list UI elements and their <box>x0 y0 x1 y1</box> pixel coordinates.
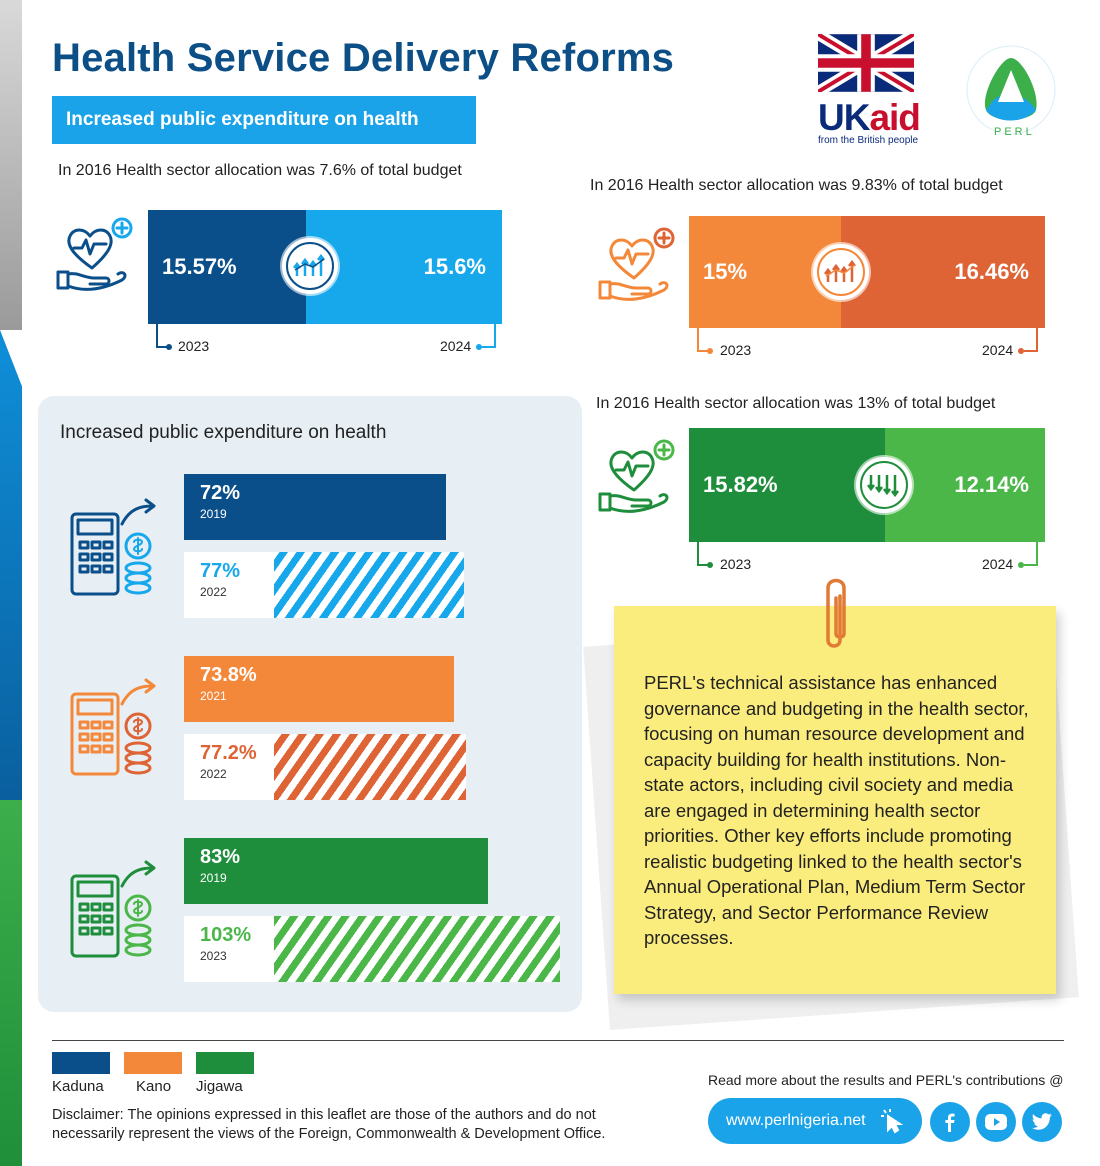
kaduna-first-bar: 72% 2019 <box>184 474 446 540</box>
legend-item-jigawa: Jigawa <box>196 1052 254 1095</box>
kaduna-2023-value: 15.57% <box>148 210 306 324</box>
union-flag-icon <box>815 29 917 97</box>
trend-up-icon <box>824 260 856 282</box>
read-more-text: Read more about the results and PERL's c… <box>708 1072 1064 1088</box>
paperclip-icon <box>818 576 852 661</box>
jigawa-trend-badge <box>856 457 912 513</box>
jigawa-first-value: 83% <box>200 846 241 868</box>
kaduna-second-year: 2022 <box>200 585 227 599</box>
jigawa-health-icon <box>594 430 680 521</box>
legend-item-kano: Kano <box>124 1052 182 1095</box>
kano-budget-icon <box>58 676 168 791</box>
jigawa-2023-value: 15.82% <box>689 428 885 542</box>
jigawa-second-value: 103% <box>200 924 252 946</box>
kaduna-health-icon <box>52 208 138 299</box>
kaduna-year-left: 2023 <box>178 338 210 354</box>
jigawa-first-year: 2019 <box>200 871 227 885</box>
expenditure-panel-title: Increased public expenditure on health <box>60 422 387 443</box>
kaduna-year-right: 2024 <box>440 338 472 354</box>
jigawa-second-year: 2023 <box>200 949 227 963</box>
kaduna-second-value: 77% <box>200 560 241 582</box>
facebook-icon[interactable] <box>930 1102 970 1142</box>
kaduna-first-value: 72% <box>200 482 241 504</box>
trend-up-icon <box>293 254 325 276</box>
kaduna-trend-badge <box>282 238 338 294</box>
kano-year-left: 2023 <box>720 342 752 358</box>
legend: Kaduna Kano Jigawa <box>52 1052 254 1095</box>
kaduna-allocation-caption: In 2016 Health sector allocation was 7.6… <box>58 162 462 179</box>
kano-first-value: 73.8% <box>200 664 257 686</box>
perl-triangle-icon <box>966 45 1056 135</box>
kano-health-icon <box>594 218 680 309</box>
website-link[interactable]: www.perlnigeria.net <box>708 1098 922 1144</box>
section-subtitle: Increased public expenditure on health <box>52 96 476 144</box>
kano-second-bar: 77.2% 2022 <box>184 734 466 800</box>
jigawa-budget-icon <box>58 858 168 973</box>
kano-trend-badge <box>813 244 869 300</box>
footer-divider <box>52 1040 1064 1041</box>
kano-second-value: 77.2% <box>200 742 257 764</box>
legend-item-kaduna: Kaduna <box>52 1052 110 1095</box>
jigawa-year-right: 2024 <box>982 556 1014 572</box>
ukaid-tagline: from the British people <box>818 135 919 146</box>
kano-allocation-bar: 15% 16.46% <box>689 216 1045 328</box>
perl-logo: PERL <box>952 40 1070 144</box>
jigawa-second-bar: 103% 2023 <box>184 916 560 982</box>
cursor-click-icon <box>880 1109 903 1134</box>
kaduna-2024-value: 15.6% <box>306 210 502 324</box>
sticky-note <box>614 606 1056 994</box>
kano-year-right: 2024 <box>982 342 1014 358</box>
kano-first-year: 2021 <box>200 689 227 703</box>
kaduna-second-bar: 77% 2022 <box>184 552 464 618</box>
kano-allocation-caption: In 2016 Health sector allocation was 9.8… <box>590 177 1003 194</box>
trend-down-icon <box>867 475 899 497</box>
kano-2023-value: 15% <box>689 216 841 328</box>
jigawa-first-bar: 83% 2019 <box>184 838 488 904</box>
disclaimer-text: Disclaimer: The opinions expressed in th… <box>52 1107 606 1142</box>
kaduna-allocation-bar: 15.57% 15.6% <box>148 210 502 324</box>
perl-wordmark: PERL <box>994 126 1035 138</box>
jigawa-year-left: 2023 <box>720 556 752 572</box>
kano-second-year: 2022 <box>200 767 227 781</box>
page-title: Health Service Delivery Reforms <box>52 36 675 80</box>
kano-first-bar: 73.8% 2021 <box>184 656 454 722</box>
twitter-icon[interactable] <box>1022 1102 1062 1142</box>
kano-2024-value: 16.46% <box>841 216 1045 328</box>
jigawa-allocation-caption: In 2016 Health sector allocation was 13%… <box>596 395 996 412</box>
side-accent-strip <box>0 0 22 1166</box>
note-text: PERL's technical assistance has enhanced… <box>644 672 1029 948</box>
ukaid-logo: UKaid from the British people <box>815 29 922 146</box>
website-url[interactable]: www.perlnigeria.net <box>726 1112 866 1129</box>
jigawa-allocation-bar: 15.82% 12.14% <box>689 428 1045 542</box>
youtube-icon[interactable] <box>976 1102 1016 1142</box>
kaduna-budget-icon <box>58 496 168 611</box>
kaduna-first-year: 2019 <box>200 507 227 521</box>
